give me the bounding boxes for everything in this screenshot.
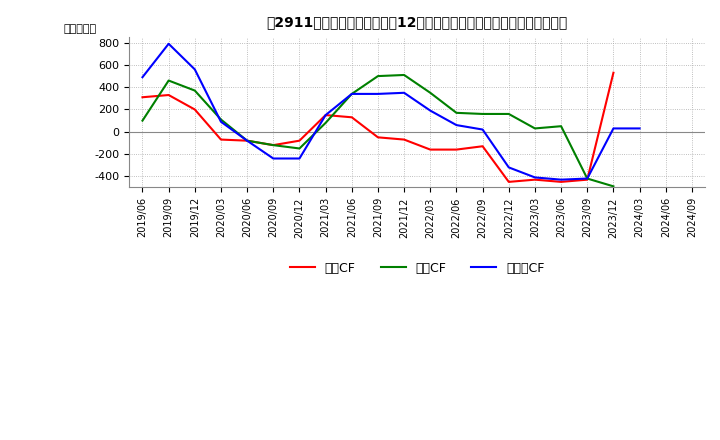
投資CF bbox=[426, 90, 435, 95]
営業CF bbox=[243, 138, 251, 143]
投資CF bbox=[452, 110, 461, 115]
Line: 投資CF: 投資CF bbox=[143, 75, 613, 187]
フリーCF bbox=[217, 119, 225, 125]
フリーCF bbox=[505, 165, 513, 170]
フリーCF bbox=[374, 91, 382, 96]
Title: 　2911、キャッシュフローの12か月移動合計の対前年同期増減額の推移: 2911、キャッシュフローの12か月移動合計の対前年同期増減額の推移 bbox=[266, 15, 568, 29]
フリーCF bbox=[557, 177, 565, 182]
投資CF bbox=[478, 111, 487, 117]
フリーCF bbox=[321, 113, 330, 118]
Line: フリーCF: フリーCF bbox=[143, 44, 639, 180]
フリーCF bbox=[400, 90, 408, 95]
営業CF bbox=[583, 177, 592, 182]
フリーCF bbox=[191, 67, 199, 72]
Y-axis label: （百万円）: （百万円） bbox=[64, 24, 97, 34]
営業CF bbox=[400, 137, 408, 142]
投資CF bbox=[191, 88, 199, 93]
投資CF bbox=[269, 143, 278, 148]
営業CF bbox=[505, 179, 513, 184]
投資CF bbox=[400, 72, 408, 77]
フリーCF bbox=[583, 176, 592, 181]
投資CF bbox=[609, 184, 618, 189]
フリーCF bbox=[348, 91, 356, 96]
フリーCF bbox=[295, 156, 304, 161]
フリーCF bbox=[269, 156, 278, 161]
営業CF bbox=[478, 143, 487, 149]
営業CF bbox=[531, 177, 539, 182]
営業CF bbox=[138, 95, 147, 100]
投資CF bbox=[505, 111, 513, 117]
営業CF bbox=[321, 113, 330, 118]
フリーCF bbox=[243, 138, 251, 143]
フリーCF bbox=[531, 175, 539, 180]
フリーCF bbox=[609, 126, 618, 131]
営業CF bbox=[609, 70, 618, 75]
営業CF bbox=[217, 137, 225, 142]
投資CF bbox=[217, 117, 225, 122]
投資CF bbox=[583, 176, 592, 181]
営業CF bbox=[374, 135, 382, 140]
投資CF bbox=[295, 146, 304, 151]
投資CF bbox=[374, 73, 382, 79]
営業CF bbox=[191, 107, 199, 112]
フリーCF bbox=[635, 126, 644, 131]
Legend: 営業CF, 投資CF, フリーCF: 営業CF, 投資CF, フリーCF bbox=[284, 257, 550, 280]
投資CF bbox=[348, 91, 356, 96]
投資CF bbox=[557, 124, 565, 129]
投資CF bbox=[531, 126, 539, 131]
営業CF bbox=[164, 92, 173, 98]
営業CF bbox=[348, 115, 356, 120]
営業CF bbox=[295, 138, 304, 143]
フリーCF bbox=[426, 108, 435, 113]
フリーCF bbox=[138, 74, 147, 80]
フリーCF bbox=[478, 127, 487, 132]
営業CF bbox=[426, 147, 435, 152]
Line: 営業CF: 営業CF bbox=[143, 73, 613, 182]
営業CF bbox=[557, 179, 565, 184]
営業CF bbox=[269, 143, 278, 148]
投資CF bbox=[321, 120, 330, 125]
営業CF bbox=[452, 147, 461, 152]
投資CF bbox=[138, 118, 147, 123]
フリーCF bbox=[164, 41, 173, 47]
フリーCF bbox=[452, 122, 461, 128]
投資CF bbox=[243, 138, 251, 143]
投資CF bbox=[164, 78, 173, 83]
